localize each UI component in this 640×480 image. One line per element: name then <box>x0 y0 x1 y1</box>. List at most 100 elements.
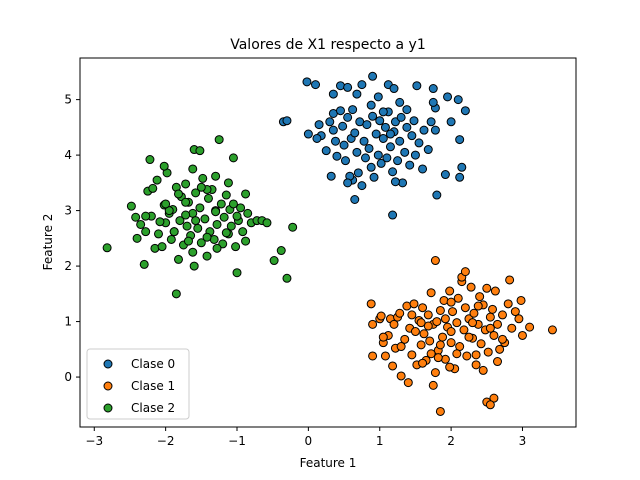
data-point-0-58 <box>388 167 398 177</box>
data-point-1-12 <box>395 308 405 318</box>
data-point-0-86 <box>388 210 398 220</box>
data-point-1-57 <box>476 339 486 349</box>
data-point-1-104 <box>464 332 474 342</box>
data-point-0-87 <box>343 178 353 188</box>
data-point-0-17 <box>430 125 440 135</box>
data-point-1-71 <box>505 275 515 285</box>
data-point-1-85 <box>547 325 557 335</box>
data-point-1-65 <box>490 286 500 296</box>
data-point-1-51 <box>466 282 476 292</box>
data-point-0-32 <box>339 140 349 150</box>
data-point-0-54 <box>380 122 390 132</box>
legend-label: Clase 1 <box>131 379 175 393</box>
data-point-1-3 <box>376 311 386 321</box>
data-point-2-64 <box>262 218 272 228</box>
data-point-0-39 <box>353 168 363 178</box>
data-point-0-14 <box>412 81 422 91</box>
data-point-1-99 <box>446 297 456 307</box>
data-point-2-83 <box>202 232 212 242</box>
data-point-2-3 <box>132 233 142 243</box>
data-point-1-24 <box>418 303 428 313</box>
data-point-0-53 <box>378 133 388 143</box>
data-point-2-86 <box>169 227 179 237</box>
data-point-1-81 <box>430 256 440 266</box>
data-point-1-9 <box>389 319 399 329</box>
data-point-1-39 <box>445 286 455 296</box>
data-point-2-35 <box>196 238 206 248</box>
data-point-0-38 <box>352 147 362 157</box>
data-point-2-34 <box>195 203 205 213</box>
y-tick-label: 0 <box>64 370 72 384</box>
data-point-0-43 <box>360 153 370 163</box>
data-point-1-34 <box>435 305 445 315</box>
data-point-2-67 <box>282 273 292 283</box>
data-point-0-71 <box>414 138 424 148</box>
data-point-1-35 <box>438 332 448 342</box>
data-point-1-66 <box>493 319 502 329</box>
data-point-2-58 <box>238 227 248 237</box>
data-point-2-60 <box>243 208 253 218</box>
legend-marker <box>103 359 113 369</box>
x-tick-label: 3 <box>519 434 527 448</box>
data-point-0-34 <box>343 112 353 122</box>
legend-label: Clase 0 <box>131 357 175 371</box>
data-point-2-23 <box>175 216 185 226</box>
data-point-0-7 <box>352 89 362 99</box>
x-tick-label: 0 <box>305 434 313 448</box>
data-point-0-18 <box>443 92 453 102</box>
data-point-0-4 <box>328 89 338 99</box>
ticks-layer: −3 −2 −1 0 1 2 3 0 1 2 3 4 5 <box>64 93 526 448</box>
data-point-1-90 <box>418 358 428 368</box>
data-point-0-41 <box>357 181 367 191</box>
data-point-0-22 <box>303 129 313 139</box>
data-point-2-4 <box>136 219 146 229</box>
data-point-1-27 <box>423 310 433 320</box>
data-point-2-89 <box>181 197 191 207</box>
data-point-1-8 <box>388 361 398 371</box>
data-point-0-48 <box>369 172 379 182</box>
data-point-2-33 <box>193 223 203 233</box>
data-point-2-95 <box>211 207 221 217</box>
x-tick-label: −2 <box>157 434 175 448</box>
data-point-0-90 <box>366 100 376 110</box>
data-point-2-45 <box>214 135 224 145</box>
data-point-0-31 <box>338 121 348 131</box>
data-point-0-42 <box>359 136 369 146</box>
data-point-0-44 <box>362 120 372 130</box>
data-point-2-90 <box>161 199 171 209</box>
data-point-1-105 <box>485 323 495 333</box>
data-point-1-20 <box>410 327 420 337</box>
data-point-0-61 <box>393 156 403 166</box>
data-point-2-68 <box>288 222 298 232</box>
data-point-2-0 <box>102 243 112 253</box>
data-point-2-48 <box>219 212 229 222</box>
data-point-0-20 <box>460 106 470 116</box>
data-point-2-32 <box>191 188 201 198</box>
data-point-0-51 <box>375 116 385 126</box>
data-point-2-69 <box>171 289 181 299</box>
y-tick-label: 5 <box>64 93 72 107</box>
data-point-0-29 <box>332 151 342 161</box>
chart-title: Valores de X1 respecto a y1 <box>230 37 426 53</box>
data-point-2-1 <box>126 201 136 211</box>
data-point-1-16 <box>403 378 413 388</box>
data-point-0-81 <box>432 190 442 200</box>
data-point-2-13 <box>157 242 167 252</box>
legend-marker <box>103 403 113 413</box>
data-point-2-18 <box>166 234 176 244</box>
legend-label: Clase 2 <box>131 401 175 415</box>
data-point-2-87 <box>183 236 193 246</box>
data-point-0-3 <box>311 80 321 90</box>
data-point-1-91 <box>471 350 481 360</box>
x-tick-label: 1 <box>376 434 384 448</box>
data-point-1-64 <box>489 330 499 340</box>
data-point-1-41 <box>448 307 458 317</box>
data-point-2-91 <box>223 178 233 188</box>
data-point-2-72 <box>211 171 221 181</box>
data-point-1-74 <box>514 314 524 324</box>
data-point-0-55 <box>382 153 392 163</box>
data-point-0-33 <box>340 156 350 166</box>
data-point-0-9 <box>368 71 378 81</box>
data-point-2-54 <box>231 242 241 252</box>
